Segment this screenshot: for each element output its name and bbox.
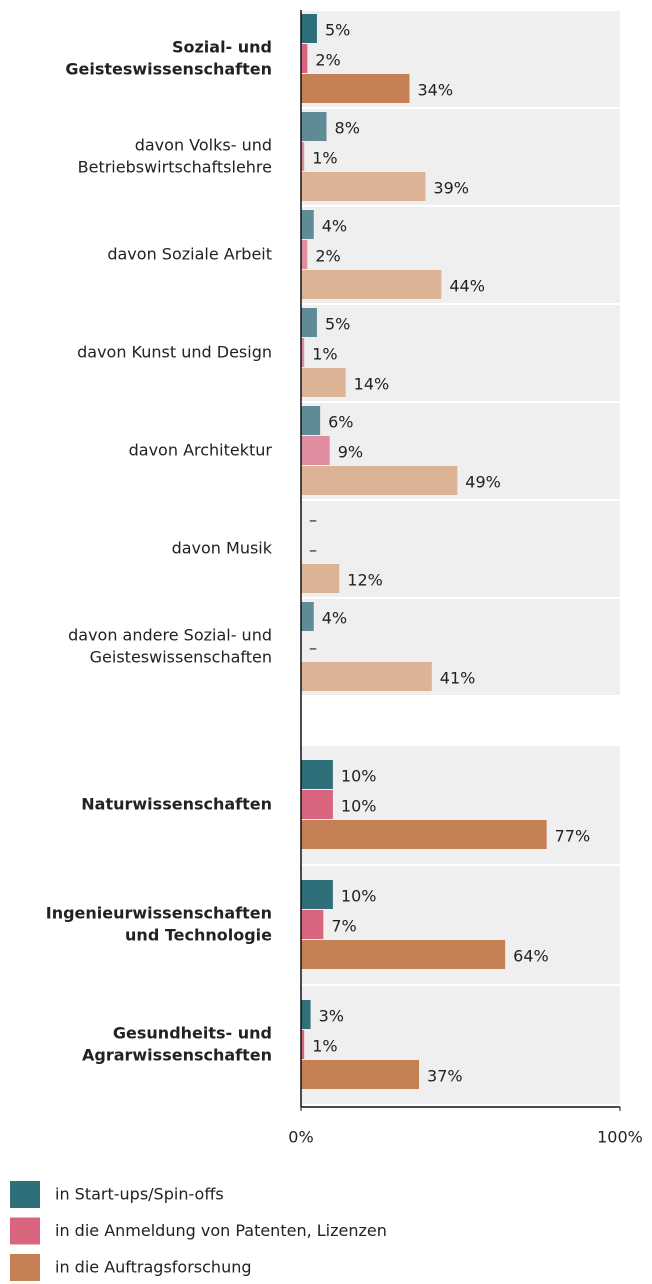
bar [301,436,330,465]
x-tick-label: 100% [597,1128,643,1147]
legend-label: in Start-ups/Spin-offs [55,1185,224,1204]
bar [301,1060,420,1089]
value-label: 3% [319,1007,344,1026]
value-label: 39% [433,179,469,198]
bar [301,1000,311,1029]
value-label: 4% [322,217,347,236]
value-label: – [309,511,317,530]
value-label: – [309,541,317,560]
bar [301,760,333,789]
bar [301,602,314,631]
bar [301,172,426,201]
category-label: Agrarwissenschaften [82,1046,272,1065]
row-background [301,501,620,597]
value-label: 2% [315,247,340,266]
category-label: Betriebswirtschaftslehre [78,158,272,177]
category-label: davon Volks- und [135,136,272,155]
bar [301,368,346,397]
bar [301,14,317,43]
value-label: 64% [513,947,549,966]
value-label: 1% [312,1037,337,1056]
bar [301,270,442,299]
category-label: davon Architektur [129,441,273,460]
value-label: 8% [335,119,360,138]
category-label: davon Musik [172,539,273,558]
bar [301,880,333,909]
bar [301,74,410,103]
value-label: 10% [341,887,377,906]
bar [301,564,340,593]
category-label: Geisteswissenschaften [90,648,272,667]
value-label: 5% [325,21,350,40]
category-label: Sozial- und [172,38,272,57]
category-label: davon andere Sozial- und [68,626,272,645]
value-label: 12% [347,571,383,590]
bar [301,112,327,141]
category-label: davon Soziale Arbeit [107,245,272,264]
bar [301,910,324,939]
value-label: 7% [331,917,356,936]
value-label: 9% [338,443,363,462]
bar [301,466,458,495]
legend-swatch [10,1181,40,1208]
bar [301,790,333,819]
value-label: 10% [341,797,377,816]
bar [301,406,321,435]
value-label: 10% [341,767,377,786]
bar [301,940,506,969]
bar [301,142,305,171]
bar [301,820,547,849]
value-label: 2% [315,51,340,70]
value-label: 34% [417,81,453,100]
legend-swatch [10,1254,40,1281]
value-label: 6% [328,413,353,432]
value-label: 4% [322,609,347,628]
category-label: Naturwissenschaften [81,795,272,814]
bar [301,210,314,239]
bar [301,338,305,367]
category-label: davon Kunst und Design [77,343,272,362]
category-label: und Technologie [125,926,272,945]
bar [301,662,432,691]
value-label: 1% [312,345,337,364]
value-label: 14% [354,375,390,394]
value-label: 44% [449,277,485,296]
category-label: Gesundheits- und [113,1024,272,1043]
value-label: – [309,639,317,658]
value-label: 1% [312,149,337,168]
legend-swatch [10,1217,40,1245]
category-label: Ingenieurwissenschaften [46,904,272,923]
value-label: 5% [325,315,350,334]
bar [301,240,308,269]
category-label: Geisteswissenschaften [65,60,272,79]
value-label: 37% [427,1067,463,1086]
bar [301,1030,305,1059]
legend-label: in die Auftragsforschung [55,1258,252,1277]
value-label: 41% [440,669,476,688]
bar [301,44,308,73]
bar [301,308,317,337]
row-background [301,305,620,401]
value-label: 49% [465,473,501,492]
legend-label: in die Anmeldung von Patenten, Lizenzen [55,1221,387,1240]
x-tick-label: 0% [288,1128,313,1147]
value-label: 77% [555,827,591,846]
